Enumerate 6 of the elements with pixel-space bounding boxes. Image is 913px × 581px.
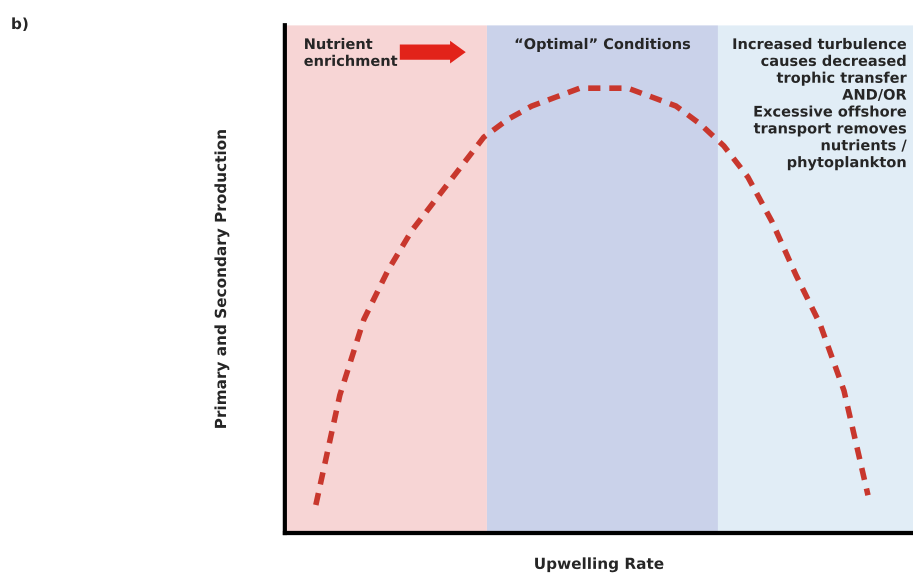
annotation: Increased turbulence causes decreased trophic transfer AND/OR Excessive offshore transport removes nutrients / phytoplankton	[733, 38, 907, 170]
text: Nutrient enrichment	[304, 38, 398, 66]
y-axis-title: Primary and Secondary Production	[214, 130, 230, 428]
text: “Optimal” Conditions	[516, 38, 690, 52]
text: b)	[12, 17, 28, 32]
x-axis-title: Upwelling Rate	[535, 557, 664, 572]
